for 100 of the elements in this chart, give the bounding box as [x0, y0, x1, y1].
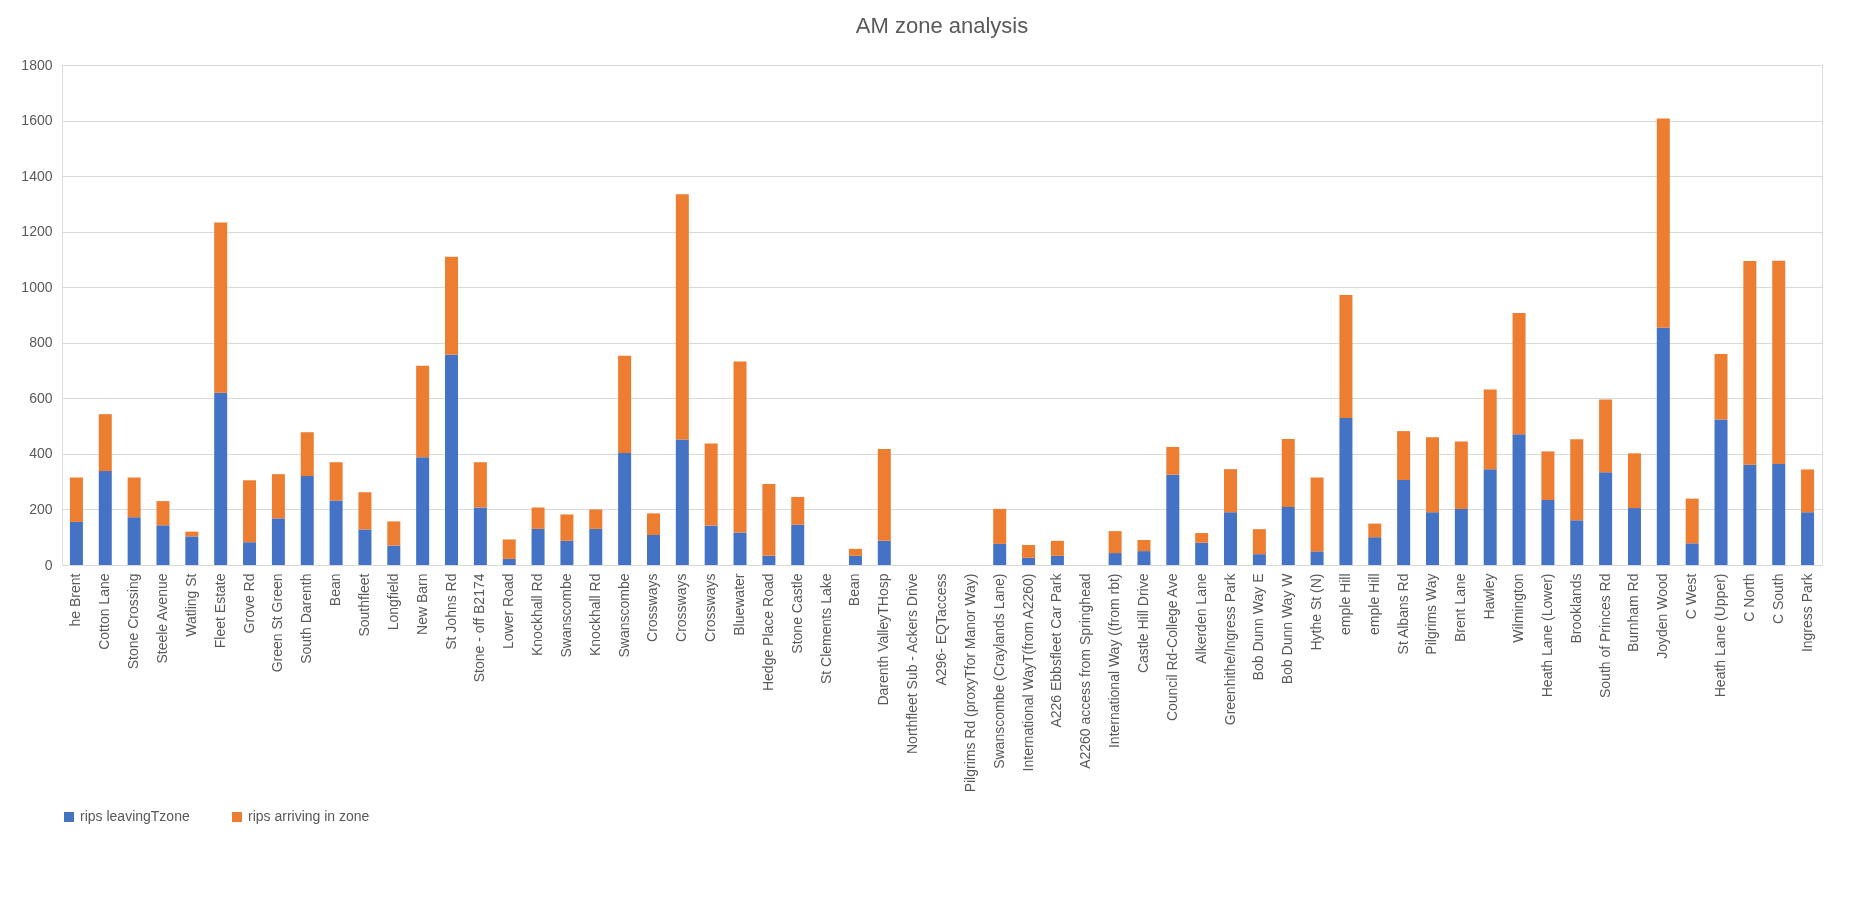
- x-tick-label: Bluewater: [731, 573, 748, 636]
- x-tick-label: emple Hill: [1365, 573, 1382, 635]
- legend-label: rips leavingTzone: [80, 808, 190, 824]
- bar: [1022, 557, 1036, 565]
- bar: [156, 525, 170, 565]
- x-tick-label: Bean: [846, 573, 863, 607]
- bar: [502, 558, 516, 565]
- bar: [156, 501, 170, 526]
- bar: [1801, 469, 1815, 513]
- bar: [243, 542, 257, 565]
- chart-title: AM zone analysis: [855, 13, 1029, 38]
- x-tick-label: St Albans Rd: [1394, 573, 1411, 655]
- bar: [675, 194, 689, 440]
- bar: [1137, 540, 1151, 552]
- bar: [358, 529, 372, 565]
- bar: [185, 536, 199, 565]
- bar: [1137, 551, 1151, 565]
- x-tick-label: Castle Hill Drive: [1134, 573, 1151, 674]
- x-tick-label: Southfleet: [355, 573, 372, 637]
- bar: [1281, 506, 1295, 565]
- x-tick-label: Longfield: [384, 573, 401, 631]
- x-tick-label: he Brent: [67, 573, 84, 627]
- y-tick-label: 200: [29, 500, 53, 517]
- bar: [329, 500, 343, 565]
- y-tick-label: 0: [44, 556, 53, 573]
- bar: [791, 524, 805, 565]
- bar: [1570, 520, 1584, 565]
- x-tick-label: Crossways: [673, 573, 690, 642]
- bar: [531, 528, 545, 565]
- bar: [1252, 529, 1266, 555]
- bar: [416, 457, 430, 565]
- bar: [1512, 434, 1526, 565]
- bar: [271, 518, 285, 565]
- bar: [1599, 399, 1613, 473]
- bar: [416, 365, 430, 458]
- x-tick-label: C West: [1683, 573, 1700, 620]
- x-tick-label: Greenhithe/Ingress Park: [1221, 572, 1238, 726]
- bar: [877, 448, 891, 541]
- x-tick-label: Brooklands: [1567, 573, 1584, 644]
- bar: [387, 521, 401, 546]
- x-tick-label: Wilmington: [1510, 573, 1527, 643]
- bar: [1656, 327, 1670, 565]
- bar: [445, 256, 459, 355]
- bar: [1252, 554, 1266, 565]
- bar: [1425, 512, 1439, 565]
- x-tick-label: Watling St: [182, 573, 199, 637]
- x-tick-label: Hawley: [1481, 573, 1498, 620]
- x-tick-label: Fleet Estate: [211, 573, 228, 649]
- bar: [329, 462, 343, 501]
- bar: [1772, 260, 1786, 464]
- bar: [704, 443, 718, 526]
- bar: [387, 545, 401, 565]
- x-tick-label: Northfleet Sub - Ackers Drive: [904, 573, 921, 755]
- y-tick-label: 1400: [21, 167, 53, 184]
- bar: [1166, 474, 1180, 565]
- x-tick-label: Green St Green: [269, 573, 286, 673]
- bar: [69, 521, 83, 565]
- bar: [473, 507, 487, 565]
- x-tick-label: emple Hill: [1336, 573, 1353, 635]
- bar: [1108, 553, 1122, 565]
- x-tick-label: Stone - off B2174: [471, 573, 488, 683]
- bar: [1772, 463, 1786, 565]
- bar: [1714, 419, 1728, 565]
- bar: [1685, 498, 1699, 544]
- bar: [704, 525, 718, 565]
- x-tick-label: A2260 access from Springhead: [1077, 573, 1094, 769]
- bar: [1512, 313, 1526, 435]
- x-tick-label: C South: [1769, 573, 1786, 625]
- bar: [1224, 512, 1238, 565]
- y-tick-label: 1600: [21, 112, 53, 129]
- x-tick-label: Heath Lane (Lower): [1538, 573, 1555, 698]
- bar: [675, 439, 689, 565]
- x-tick-label: Grove Rd: [240, 573, 257, 634]
- x-tick-label: A296- EQTaccess: [933, 573, 949, 686]
- bar: [271, 474, 285, 519]
- bar: [1050, 540, 1064, 556]
- bar: [300, 476, 314, 565]
- bar: [98, 414, 112, 472]
- bar: [1685, 543, 1699, 565]
- x-tick-label: New Barn: [413, 573, 430, 635]
- y-tick-label: 600: [29, 389, 53, 406]
- x-tick-label: Council Rd-College Ave: [1163, 573, 1180, 722]
- bar: [733, 532, 747, 565]
- x-tick-label: Pilgrims Way: [1423, 573, 1440, 655]
- bar: [531, 507, 545, 529]
- x-tick-label: Hythe St (N): [1308, 573, 1325, 651]
- bar: [127, 517, 141, 565]
- x-tick-label: A226 Ebbsfleet Car Park: [1048, 572, 1065, 728]
- bar: [589, 509, 603, 529]
- bar: [1656, 118, 1670, 328]
- x-tick-label: Pilgrims Rd (proxyTfor Manor Way): [961, 573, 978, 793]
- bar: [502, 539, 516, 559]
- bar: [214, 392, 228, 565]
- x-tick-label: Heath Lane (Upper): [1712, 573, 1729, 698]
- legend-label: rips arriving in zone: [248, 808, 370, 824]
- x-tick-label: Lower Road: [500, 573, 517, 649]
- x-tick-label: C North: [1740, 573, 1757, 622]
- bar: [1397, 480, 1411, 565]
- x-tick-label: Stone Crossing: [125, 573, 142, 670]
- bar: [646, 513, 660, 535]
